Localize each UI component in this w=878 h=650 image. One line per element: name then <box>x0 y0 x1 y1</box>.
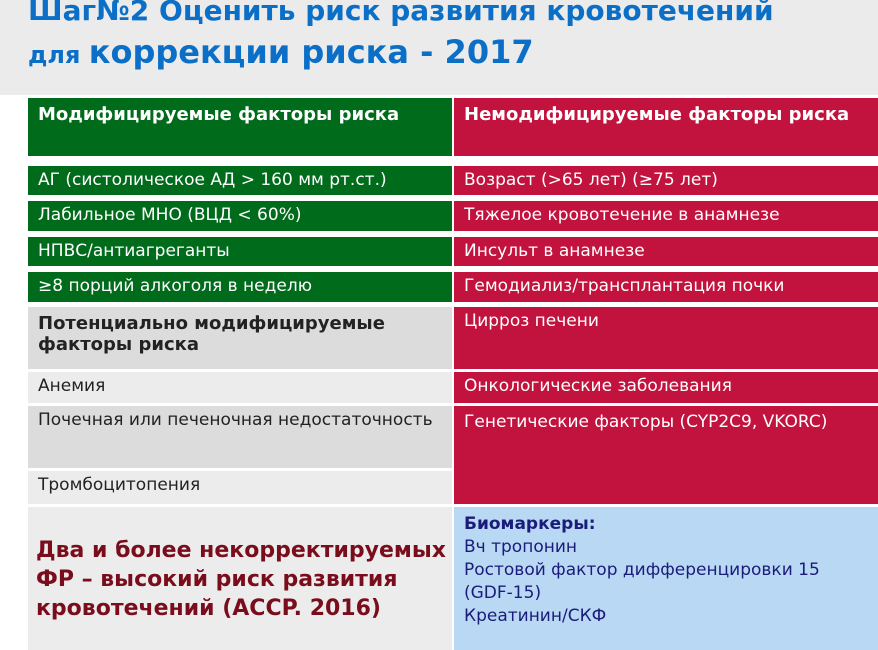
modifiable-item-nsaids: НПВС/антиагреганты <box>28 237 452 266</box>
header-nonmodifiable-factors: Немодифицируемые факторы риска <box>454 98 878 156</box>
title-main: коррекции риска - 2017 <box>88 33 534 71</box>
slide-title-line-1: Шаг№2 Оценить риск развития кровотечений <box>28 0 774 27</box>
modifiable-item-alcohol: ≥8 порций алкоголя в неделю <box>28 272 452 302</box>
title-prefix: для <box>28 41 89 69</box>
nonmodifiable-item-age: Возраст (>65 лет) (≥75 лет) <box>454 166 878 195</box>
nonmodifiable-item-genetic: Генетические факторы (CYP2C9, VKORC) <box>454 406 878 504</box>
nonmodifiable-item-major-bleeding: Тяжелое кровотечение в анамнезе <box>454 201 878 231</box>
title-bar: Шаг№2 Оценить риск развития кровотечений… <box>0 0 878 95</box>
potential-item-anemia: Анемия <box>28 372 452 403</box>
potential-item-thrombocytopenia: Тромбоцитопения <box>28 471 452 504</box>
note-panel <box>28 507 452 650</box>
biomarker-item: Ростовой фактор дифференцировки 15 (GDF-… <box>464 560 820 603</box>
biomarkers-title: Биомаркеры: <box>464 514 596 534</box>
biomarker-item: Вч тропонин <box>464 537 577 557</box>
nonmodifiable-item-cirrhosis: Цирроз печени <box>454 307 878 369</box>
header-modifiable-factors: Модифицируемые факторы риска <box>28 98 452 156</box>
slide-title-line-2: для коррекции риска - 2017 <box>28 33 534 71</box>
modifiable-item-labile-inr: Лабильное МНО (ВЦД < 60%) <box>28 201 452 231</box>
potential-item-renal-hepatic: Почечная или печеночная недостаточность <box>28 406 452 468</box>
biomarkers-panel: Биомаркеры: Вч тропонин Ростовой фактор … <box>454 507 878 650</box>
nonmodifiable-item-dialysis: Гемодиализ/трансплантация почки <box>454 272 878 302</box>
nonmodifiable-item-cancer: Онкологические заболевания <box>454 372 878 403</box>
modifiable-item-hypertension: АГ (систолическое АД > 160 мм рт.ст.) <box>28 166 452 195</box>
nonmodifiable-item-stroke: Инсульт в анамнезе <box>454 237 878 266</box>
header-potentially-modifiable: Потенциально модифицируемые факторы риск… <box>28 307 452 369</box>
high-risk-note: Два и более некорректируемых ФР – высоки… <box>36 538 446 621</box>
biomarker-item: Креатинин/СКФ <box>464 606 607 626</box>
